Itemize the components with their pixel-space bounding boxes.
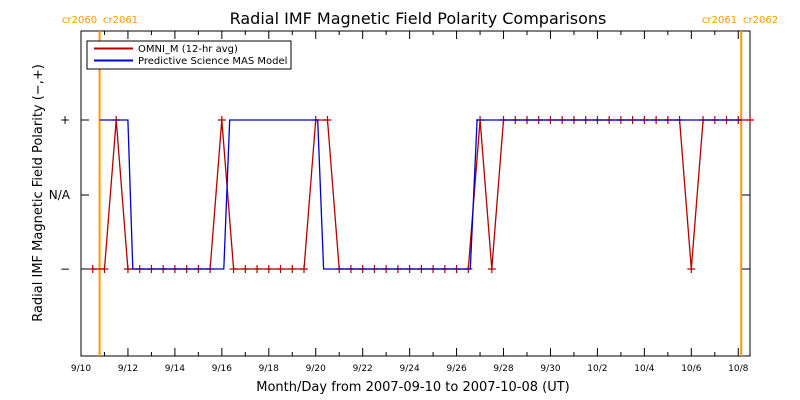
cr-label-left-1: cr2060 <box>62 15 97 26</box>
y-tick-label: N/A <box>49 188 71 202</box>
cr-label-right-1: cr2061 <box>702 15 737 26</box>
series-line-omni <box>92 119 750 270</box>
x-tick-label: 9/12 <box>118 364 138 374</box>
x-tick-label: 9/28 <box>493 364 513 374</box>
legend: OMNI_M (12-hr avg) Predictive Science MA… <box>86 40 292 70</box>
x-tick-label: 10/6 <box>681 364 701 374</box>
x-tick-label: 9/16 <box>212 364 232 374</box>
x-axis-title: Month/Day from 2007-09-10 to 2007-10-08 … <box>256 380 569 395</box>
omni-data-point <box>229 265 238 273</box>
y-tick-label: + <box>60 113 70 127</box>
x-tick-label: 9/24 <box>400 364 420 374</box>
x-tick-label: 9/26 <box>446 364 466 374</box>
x-axis: 9/10 9/12 9/14 9/16 9/18 9/20 9/22 9/24 9/26 9/28… <box>71 31 749 374</box>
y-tick-label: − <box>60 262 70 276</box>
cr-label-right-2: cr2062 <box>743 15 778 26</box>
omni-data-point <box>487 265 496 273</box>
omni-data-point <box>241 265 250 273</box>
series-layer <box>88 116 754 273</box>
x-tick-label: 9/20 <box>306 364 326 374</box>
x-tick-label: 9/10 <box>71 364 91 374</box>
omni-data-point <box>687 265 696 273</box>
legend-box <box>86 40 292 70</box>
omni-data-point <box>123 265 132 273</box>
x-tick-label: 10/4 <box>634 364 654 374</box>
omni-data-point <box>323 116 332 124</box>
cr-labels-right: cr2061 cr2062 <box>702 15 778 26</box>
x-tick-label: 9/30 <box>540 364 560 374</box>
x-tick-label: 9/18 <box>259 364 279 374</box>
omni-data-point <box>253 265 262 273</box>
omni-data-point <box>100 265 109 273</box>
omni-data-point <box>300 265 308 273</box>
omni-data-point <box>746 116 754 124</box>
omni-data-point <box>276 265 285 273</box>
plot-area-frame <box>80 30 751 357</box>
omni-data-point <box>217 116 226 124</box>
x-tick-label: 9/22 <box>353 364 373 374</box>
y-axis-title: Radial IMF Magnetic Field Polarity (−,+) <box>31 64 46 322</box>
omni-data-point <box>264 265 273 273</box>
omni-data-point <box>288 265 297 273</box>
chart-title: Radial IMF Magnetic Field Polarity Compa… <box>230 9 607 28</box>
x-tick-label: 10/2 <box>587 364 607 374</box>
omni-data-point <box>88 265 97 273</box>
x-tick-label: 9/14 <box>165 364 185 374</box>
legend-label-mas: Predictive Science MAS Model <box>138 56 287 67</box>
x-tick-label: 10/8 <box>728 364 748 374</box>
cr-label-left-2: cr2061 <box>103 15 138 26</box>
carrington-boundary-lines <box>98 31 743 356</box>
series-line-mas <box>99 119 742 270</box>
cr-labels-left: cr2060 cr2061 <box>62 15 138 26</box>
y-axis: − N/A + <box>49 113 750 276</box>
legend-label-omni: OMNI_M (12-hr avg) <box>138 44 238 55</box>
